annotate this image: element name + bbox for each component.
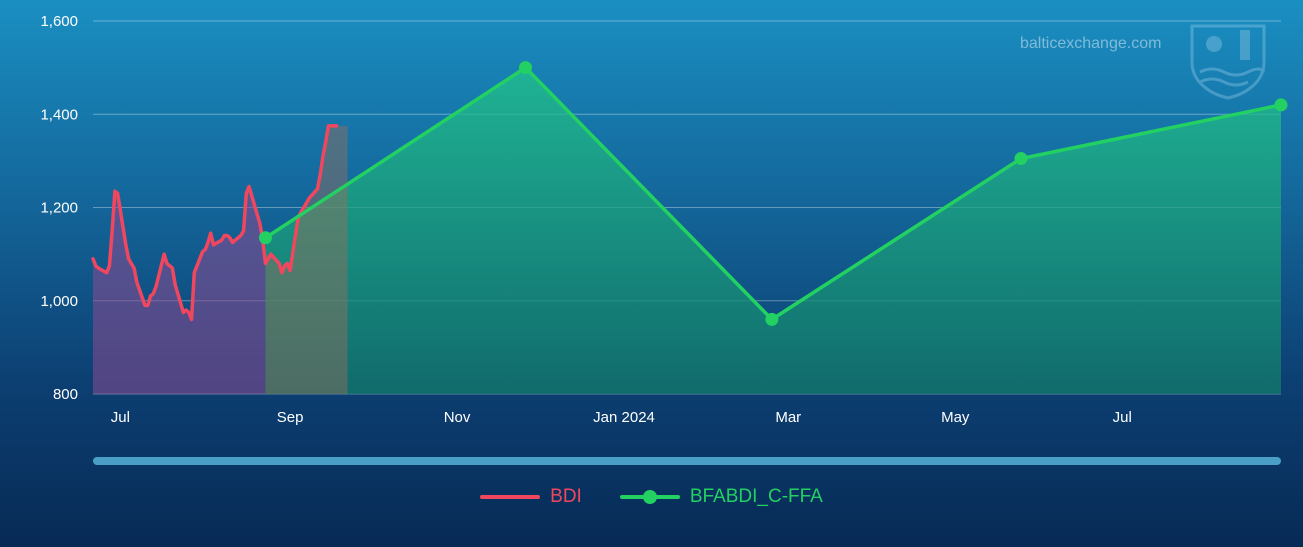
y-tick-label: 800 bbox=[53, 386, 78, 403]
x-tick-label: Jul bbox=[111, 409, 130, 426]
bdi-series-line bbox=[91, 124, 339, 322]
series-markers bbox=[258, 61, 1288, 326]
legend-line-bdi-icon bbox=[480, 495, 541, 499]
chart-range-scrollbar[interactable] bbox=[93, 457, 1281, 465]
legend-item-bdi[interactable]: BDI bbox=[480, 486, 582, 508]
x-tick-label: May bbox=[941, 409, 970, 426]
ffa-area bbox=[265, 67, 1281, 394]
ffa-data-point bbox=[258, 231, 272, 245]
series-areas bbox=[93, 67, 1281, 394]
y-tick-label: 1,400 bbox=[40, 106, 78, 123]
y-tick-label: 1,000 bbox=[40, 293, 78, 310]
chart-canvas: 800 1,000 1,200 1,400 1,600 Jul Sep Nov Jan 202… bbox=[40, 13, 1288, 426]
y-tick-label: 1,600 bbox=[40, 13, 78, 30]
y-tick-label: 1,200 bbox=[40, 200, 78, 217]
x-tick-label: Nov bbox=[444, 409, 471, 426]
bdi-shaded-region bbox=[265, 125, 348, 394]
ffa-data-point bbox=[765, 312, 779, 326]
legend-label-bdi: BDI bbox=[550, 486, 582, 507]
ffa-data-point bbox=[518, 61, 532, 75]
x-tick-label: Jul bbox=[1113, 409, 1132, 426]
ffa-data-point bbox=[1014, 152, 1028, 166]
x-axis: Jul Sep Nov Jan 2024 Mar May Jul bbox=[111, 409, 1132, 426]
bdi-shaded-region bbox=[93, 186, 266, 394]
legend: BDI BFABDI_C-FFA bbox=[0, 486, 1303, 508]
legend-label-ffa: BFABDI_C-FFA bbox=[689, 486, 823, 507]
baltic-exchange-shield-icon bbox=[1188, 22, 1268, 105]
watermark-text: balticexchange.com bbox=[1020, 35, 1162, 52]
ffa-data-point bbox=[1274, 98, 1288, 112]
x-tick-label: Mar bbox=[775, 409, 801, 426]
y-axis: 800 1,000 1,200 1,400 1,600 bbox=[40, 13, 78, 403]
x-tick-label: Sep bbox=[277, 409, 304, 426]
legend-item-ffa[interactable]: BFABDI_C-FFA bbox=[619, 486, 823, 508]
x-tick-label: Jan 2024 bbox=[593, 409, 655, 426]
legend-line-ffa-icon bbox=[619, 490, 680, 504]
